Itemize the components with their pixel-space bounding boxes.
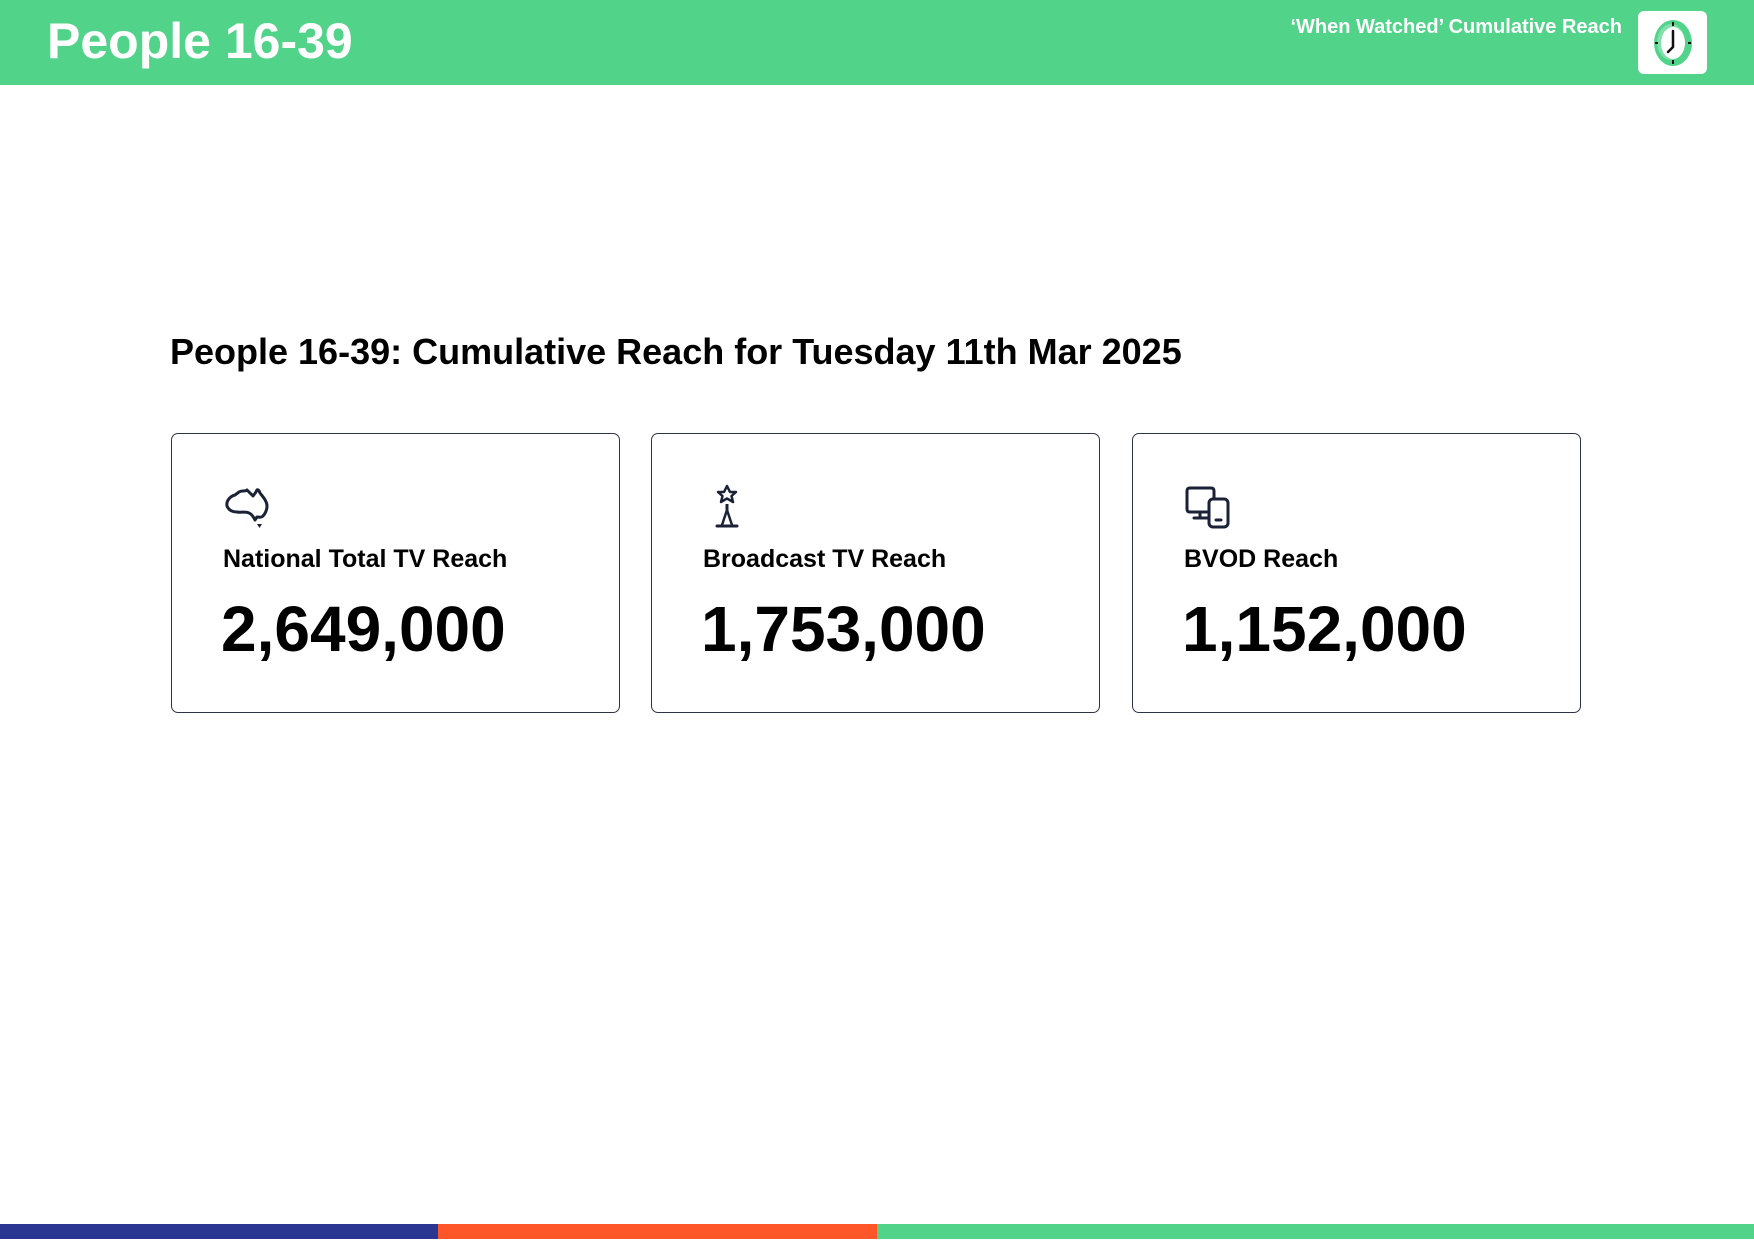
card-value: 1,753,000 (701, 593, 986, 665)
devices-icon (1184, 484, 1232, 530)
card-broadcast-tv-reach: Broadcast TV Reach 1,753,000 (651, 433, 1100, 713)
header-banner: People 16-39 ‘When Watched’ Cumulative R… (0, 0, 1754, 85)
footer-bar-green-segment (877, 1224, 1754, 1239)
card-value: 1,152,000 (1182, 593, 1467, 665)
footer-color-bar (0, 1224, 1754, 1239)
card-value: 2,649,000 (221, 593, 506, 665)
card-label: National Total TV Reach (223, 545, 508, 573)
card-label: BVOD Reach (1184, 545, 1339, 573)
card-bvod-reach: BVOD Reach 1,152,000 (1132, 433, 1581, 713)
footer-bar-orange-segment (438, 1224, 877, 1239)
header-title: People 16-39 (47, 13, 353, 69)
broadcast-tower-icon (703, 484, 751, 530)
page-title: People 16-39: Cumulative Reach for Tuesd… (170, 331, 1182, 372)
card-label: Broadcast TV Reach (703, 545, 947, 573)
footer-bar-blue-segment (0, 1224, 438, 1239)
australia-map-icon (223, 484, 271, 530)
clock-icon (1638, 11, 1707, 74)
header-subtitle: ‘When Watched’ Cumulative Reach (1290, 16, 1622, 38)
card-national-total-tv-reach: National Total TV Reach 2,649,000 (171, 433, 620, 713)
